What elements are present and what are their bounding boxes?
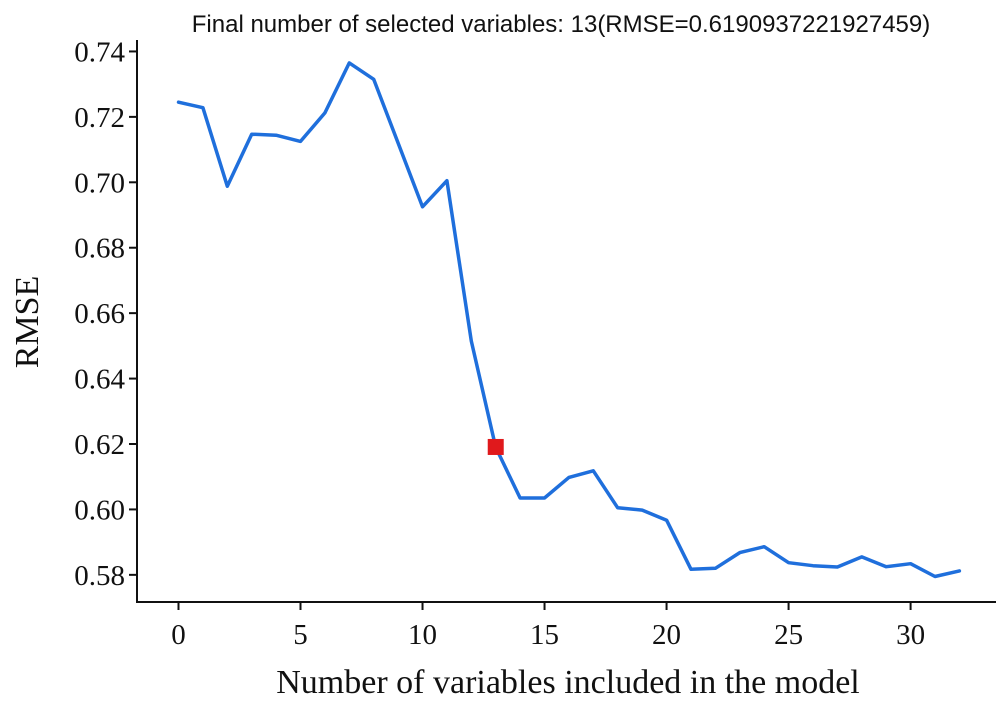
y-tick-label: 0.66	[74, 298, 125, 330]
y-tick-label: 0.64	[74, 364, 125, 396]
x-axis: 0 5 10 15 20 25 30	[137, 601, 996, 651]
x-tick-label: 0	[171, 619, 186, 651]
series-line	[176, 61, 962, 579]
y-tick-label: 0.68	[74, 233, 125, 265]
y-tick-label: 0.60	[74, 494, 125, 526]
y-axis-title: RMSE	[9, 276, 46, 369]
y-tick-label: 0.58	[74, 560, 125, 592]
y-tick-label: 0.74	[74, 36, 125, 68]
x-tick-label: 30	[896, 619, 925, 651]
x-ticks: 0 5 10 15 20 25 30	[171, 602, 925, 651]
plot-area	[176, 61, 962, 579]
x-tick-label: 10	[408, 619, 437, 651]
y-tick-label: 0.70	[74, 167, 125, 199]
x-axis-title: Number of variables included in the mode…	[276, 664, 860, 701]
y-tick-label: 0.62	[74, 429, 125, 461]
x-tick-label: 15	[530, 619, 559, 651]
selected-point-marker	[487, 438, 504, 455]
chart-title: Final number of selected variables: 13(R…	[192, 11, 930, 38]
x-tick-label: 25	[774, 619, 803, 651]
y-axis: 0.58 0.60 0.62 0.64 0.66 0.68 0.70 0.72 0.74	[74, 36, 138, 603]
y-ticks: 0.58 0.60 0.62 0.64 0.66 0.68 0.70 0.72 0.74	[74, 36, 137, 592]
x-tick-label: 5	[293, 619, 308, 651]
y-tick-label: 0.72	[74, 102, 125, 134]
x-tick-label: 20	[652, 619, 681, 651]
